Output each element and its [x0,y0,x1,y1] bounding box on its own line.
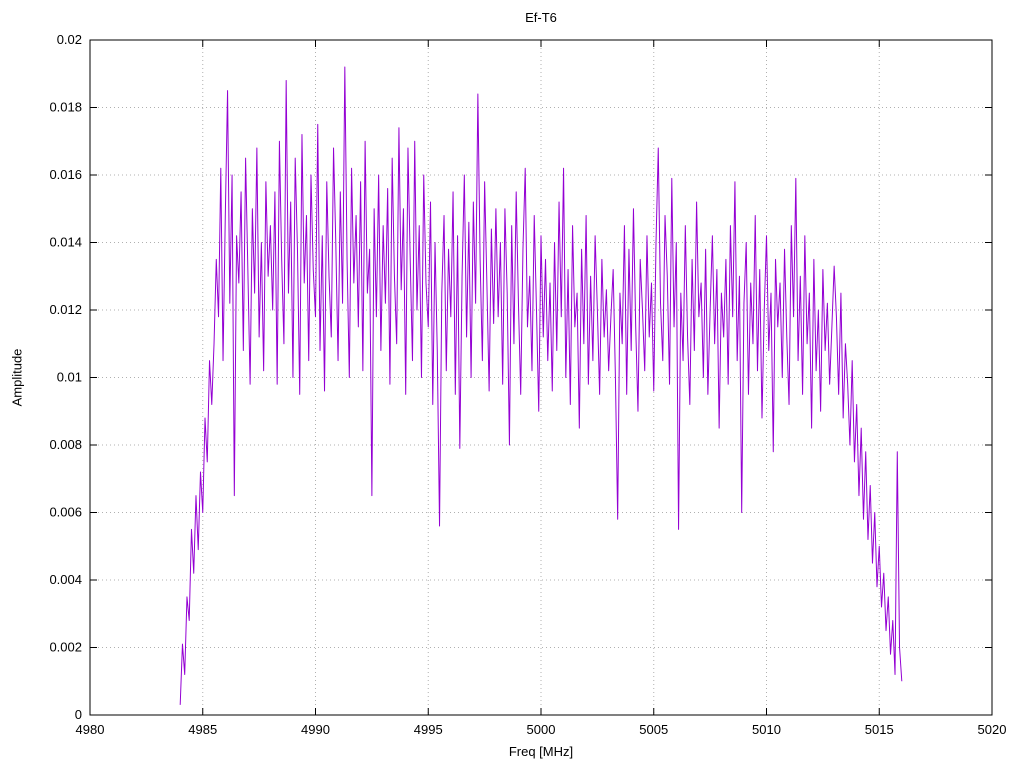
x-tick-label: 4995 [414,722,443,737]
y-tick-label: 0.014 [49,235,82,250]
y-tick-label: 0.02 [57,32,82,47]
chart-title: Ef-T6 [525,10,557,25]
x-tick-label: 5000 [527,722,556,737]
x-tick-label: 4985 [188,722,217,737]
y-tick-label: 0.008 [49,437,82,452]
series-line [179,66,903,705]
plot-border [89,39,993,716]
x-tick-label: 5005 [639,722,668,737]
x-tick-label: 4980 [76,722,105,737]
x-axis-label: Freq [MHz] [508,744,574,759]
y-tick-label: 0.004 [49,572,82,587]
y-tick-label: 0.016 [49,167,82,182]
y-tick-label: 0.006 [49,505,82,520]
y-tick-label: 0.01 [57,370,82,385]
x-tick-label: 5015 [865,722,894,737]
x-tick-label: 5020 [978,722,1007,737]
y-tick-label: 0.002 [49,640,82,655]
y-tick-label: 0.018 [49,100,82,115]
y-tick-label: 0.012 [49,302,82,317]
x-tick-label: 4990 [301,722,330,737]
y-tick-label: 0 [75,707,82,722]
x-tick-label: 5010 [752,722,781,737]
